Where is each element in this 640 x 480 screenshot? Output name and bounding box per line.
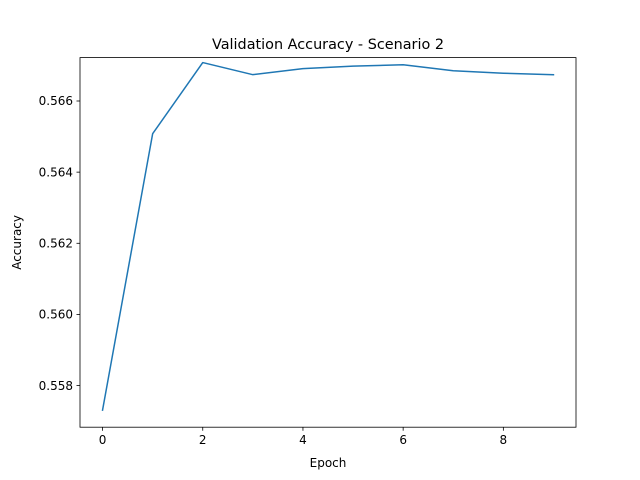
series-line-0 — [101, 61, 555, 412]
x-tick-label: 6 — [399, 433, 407, 447]
x-tick-label: 0 — [99, 433, 107, 447]
chart-title: Validation Accuracy - Scenario 2 — [212, 37, 444, 53]
x-tick-label: 8 — [500, 433, 508, 447]
y-tick-label: 0.566 — [39, 94, 73, 108]
y-axis: 0.558 0.560 0.562 0.564 0.566 — [39, 94, 80, 393]
plot-area — [80, 57, 576, 428]
x-axis-label: Epoch — [310, 456, 347, 470]
x-tick-label: 2 — [199, 433, 207, 447]
y-axis-label: Accuracy — [10, 215, 24, 270]
plot-frame — [79, 57, 577, 428]
y-tick-label: 0.562 — [39, 236, 73, 250]
series-layer — [101, 61, 555, 412]
y-tick-label: 0.560 — [39, 308, 73, 322]
y-tick-label: 0.558 — [39, 379, 73, 393]
x-axis: 0 2 4 6 8 — [99, 427, 507, 447]
y-tick-label: 0.564 — [39, 165, 73, 179]
x-tick-label: 4 — [299, 433, 307, 447]
